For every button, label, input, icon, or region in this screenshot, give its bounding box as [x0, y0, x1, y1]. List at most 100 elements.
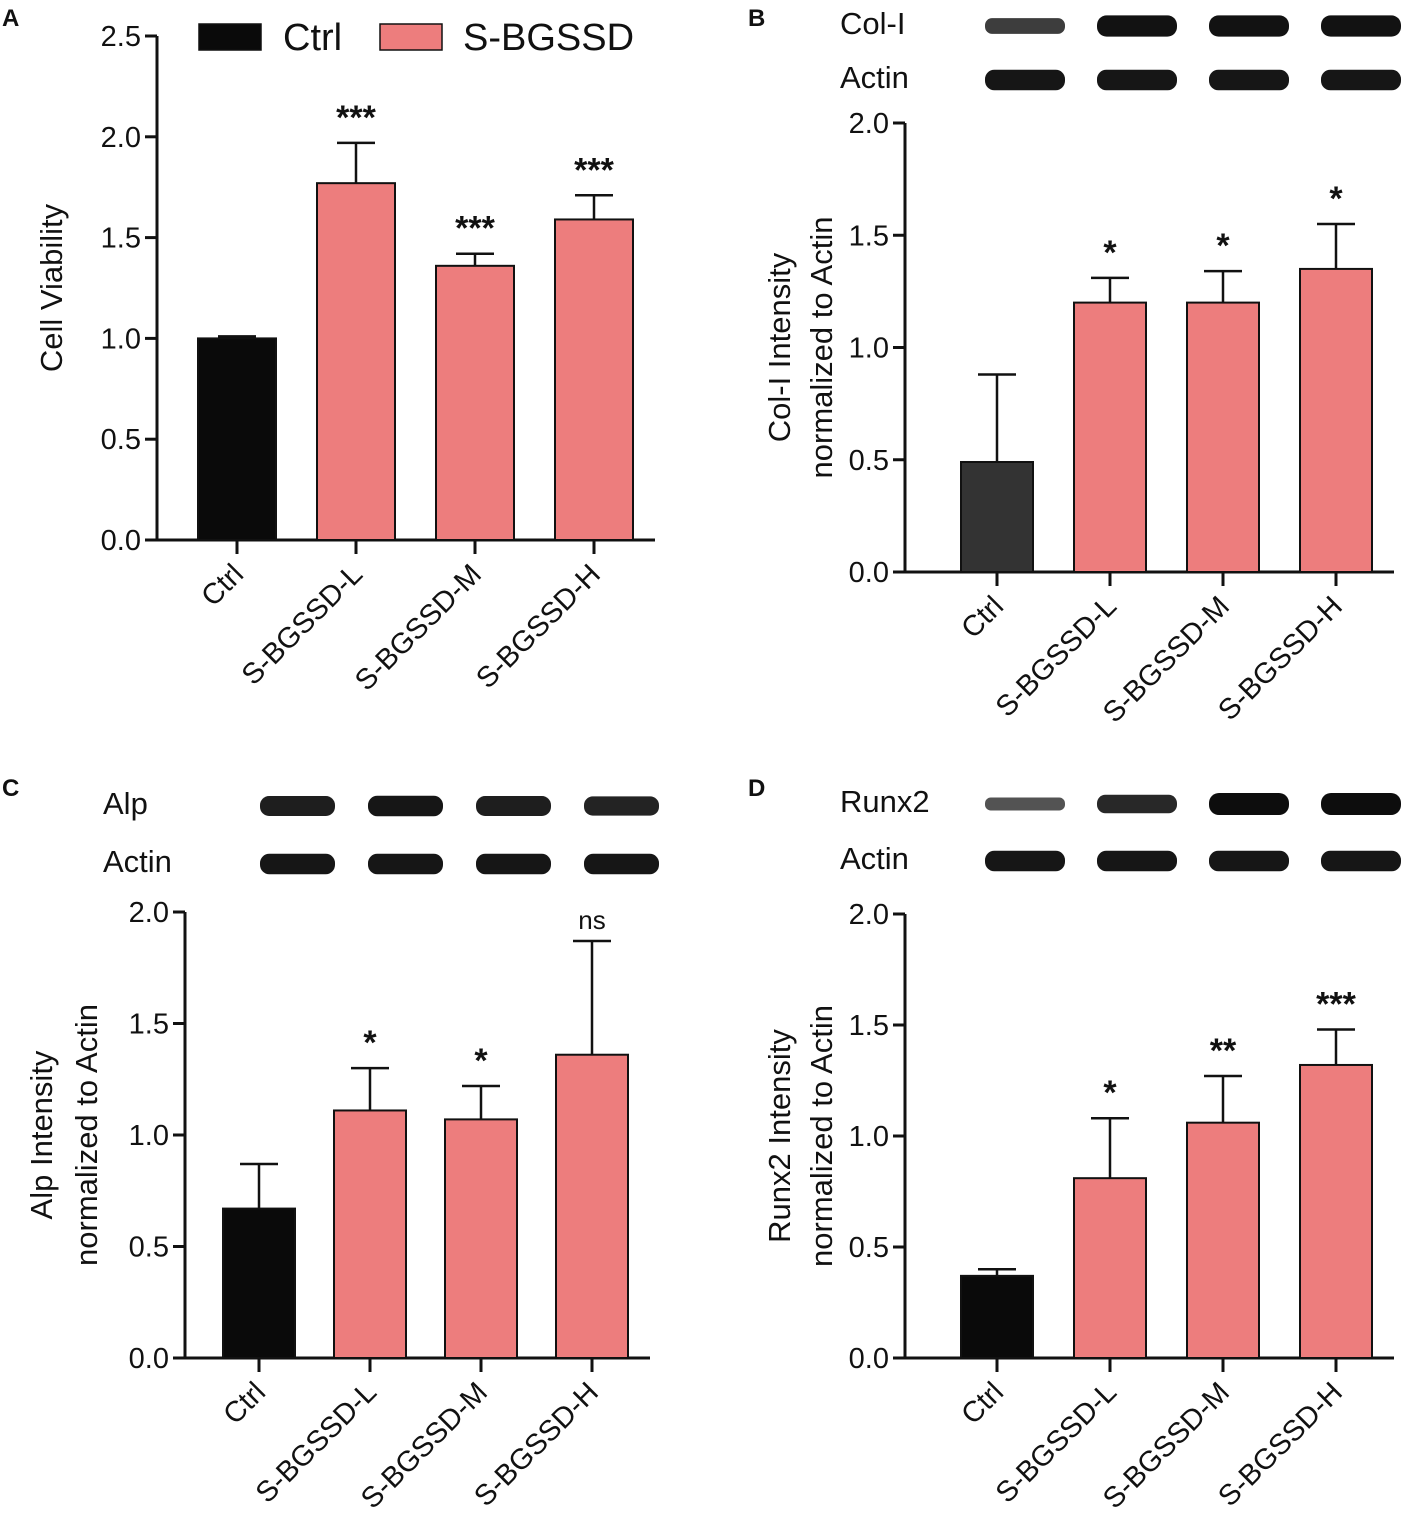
bar — [1186, 1121, 1260, 1360]
significance-label: * — [1216, 227, 1230, 265]
blot-band — [1209, 793, 1289, 815]
blot-band — [368, 853, 443, 875]
blot-band — [584, 796, 659, 816]
panel-b: B 0.0 0.5 1.0 1.5 2.0 Col-I Intensity normalize… — [748, 5, 1401, 729]
bar — [1073, 1177, 1147, 1360]
blot-band — [476, 796, 551, 816]
y-tick-label: 1.0 — [101, 323, 141, 355]
blot-band — [1209, 850, 1289, 872]
legend-swatch — [379, 23, 443, 51]
x-tick-label: S-BGSSD-M — [349, 558, 488, 697]
blot-label: Runx2 — [840, 784, 930, 819]
blot-band — [1321, 15, 1401, 37]
significance-label: *** — [455, 210, 495, 248]
significance-label: ns — [578, 905, 605, 935]
y-tick-label: 2.5 — [101, 21, 141, 53]
significance-label: * — [1103, 1074, 1117, 1112]
bar — [435, 264, 515, 541]
blot-band — [1097, 15, 1177, 37]
blot-band — [1321, 793, 1401, 815]
bar — [333, 1109, 407, 1359]
bar — [1186, 301, 1260, 573]
legend-swatch — [198, 23, 262, 51]
panel-letter: A — [2, 5, 19, 32]
significance-label: * — [474, 1042, 488, 1080]
panel-c: C 0.0 0.5 1.0 1.5 2.0 Alp Intensity normalized … — [2, 775, 659, 1515]
x-tick-label: S-BGSSD-H — [470, 558, 607, 695]
y-tick-label: 1.0 — [849, 333, 889, 365]
bar — [197, 337, 277, 541]
bar — [1299, 267, 1373, 573]
y-tick-label: 0.0 — [849, 557, 889, 589]
significance-label: * — [363, 1024, 377, 1062]
y-tick-label: 2.0 — [849, 108, 889, 140]
y-axis-label: Alp Intensity — [24, 1050, 59, 1219]
x-tick-label: Ctrl — [955, 1376, 1010, 1431]
blot-band — [985, 797, 1065, 811]
y-tick-label: 2.0 — [849, 899, 889, 931]
bar — [316, 182, 396, 541]
y-tick-label: 2.0 — [101, 122, 141, 154]
y-tick-label: 1.5 — [849, 220, 889, 252]
blot-band — [1321, 850, 1401, 872]
blot-band — [1097, 794, 1177, 814]
y-tick-label: 0.5 — [849, 445, 889, 477]
x-tick-label: S-BGSSD-L — [236, 558, 369, 691]
bar — [444, 1118, 518, 1360]
blot-band — [985, 69, 1065, 91]
significance-label: *** — [574, 151, 614, 189]
bar — [222, 1207, 296, 1359]
panel-a: A 0.0 0.5 1.0 1.5 2.0 2.5 Cell Viability Ctrl ***… — [2, 5, 655, 697]
y-tick-label: 0.0 — [849, 1343, 889, 1375]
y-axis-label: Cell Viability — [34, 203, 69, 372]
legend: Ctrl S-BGSSD — [198, 17, 634, 59]
bar — [960, 460, 1034, 573]
blot-band — [1097, 850, 1177, 872]
bar — [960, 1274, 1034, 1359]
blot-band — [260, 853, 335, 875]
significance-label: * — [1103, 234, 1117, 272]
blot-band — [476, 853, 551, 875]
significance-label: *** — [1316, 985, 1356, 1023]
blot-band — [584, 853, 659, 875]
y-axis-label: normalized to Actin — [69, 1004, 104, 1266]
y-tick-label: 1.0 — [849, 1121, 889, 1153]
x-tick-label: Ctrl — [217, 1376, 272, 1431]
y-tick-label: 1.5 — [129, 1009, 169, 1041]
y-tick-label: 1.0 — [129, 1120, 169, 1152]
y-tick-label: 1.5 — [849, 1010, 889, 1042]
panel-letter: C — [2, 775, 19, 802]
blot-label: Actin — [103, 844, 172, 879]
significance-label: ** — [1210, 1032, 1237, 1070]
y-tick-label: 0.5 — [129, 1232, 169, 1264]
panel-letter: B — [748, 5, 765, 32]
y-tick-label: 0.5 — [101, 424, 141, 456]
bar — [554, 218, 634, 541]
blot-band — [1209, 15, 1289, 37]
y-axis-label: Runx2 Intensity — [762, 1029, 797, 1243]
bar — [555, 1053, 629, 1359]
legend-label: Ctrl — [283, 17, 342, 59]
significance-label: * — [1329, 180, 1343, 218]
blot-band — [368, 795, 443, 817]
blot-label: Col-I — [840, 6, 905, 41]
blot-band — [985, 850, 1065, 872]
panel-letter: D — [748, 775, 765, 802]
y-tick-label: 2.0 — [129, 897, 169, 929]
y-axis-label: normalized to Actin — [804, 217, 839, 479]
blot-band — [1097, 69, 1177, 91]
x-tick-label: Ctrl — [955, 590, 1010, 645]
blot-band — [985, 18, 1065, 34]
x-tick-label: Ctrl — [195, 558, 250, 613]
significance-label: *** — [336, 99, 376, 137]
blot-band — [260, 796, 335, 816]
y-tick-label: 0.5 — [849, 1232, 889, 1264]
bar — [1299, 1063, 1373, 1359]
blot-label: Alp — [103, 786, 148, 821]
blot-label: Actin — [840, 60, 909, 95]
y-axis-label: normalized to Actin — [804, 1005, 839, 1267]
blot-band — [1209, 69, 1289, 91]
blot-band — [1321, 69, 1401, 91]
legend-label: S-BGSSD — [463, 17, 634, 59]
